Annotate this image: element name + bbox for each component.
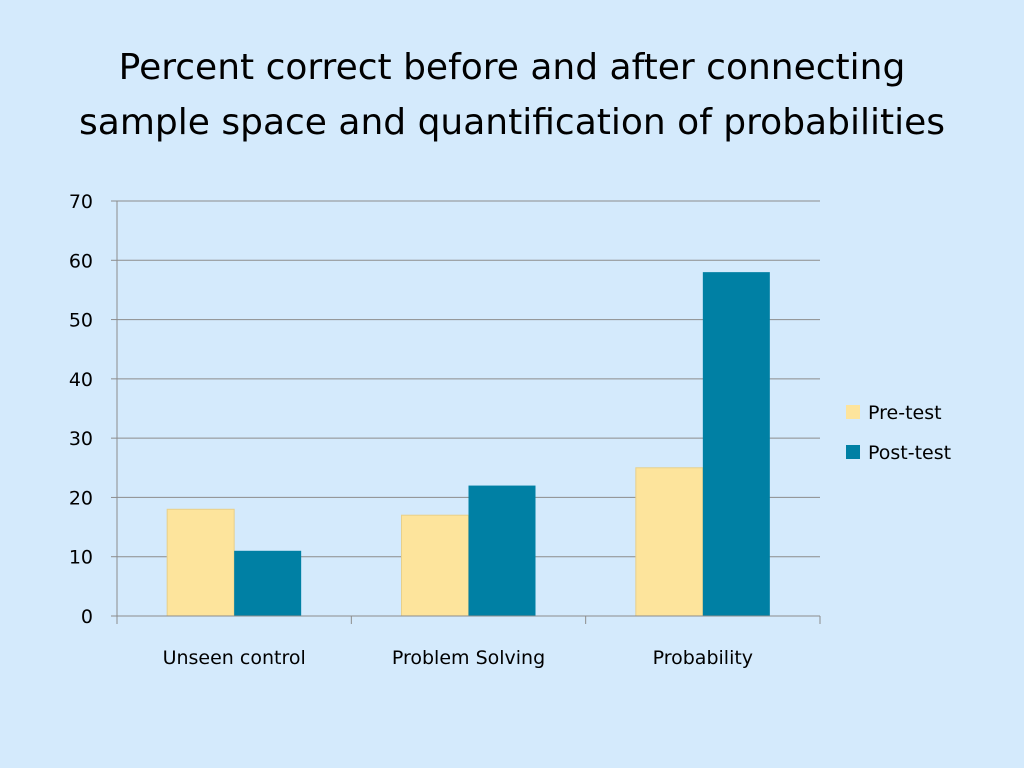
x-category-label: Problem Solving (392, 647, 545, 669)
legend-swatch (846, 445, 860, 459)
legend: Pre-test Post-test (846, 402, 951, 464)
y-tick-label: 60 (69, 250, 93, 272)
y-tick-label: 50 (69, 310, 93, 332)
y-tick-label: 40 (69, 369, 93, 391)
y-tick-label: 70 (69, 191, 93, 213)
slide-title-line-2: sample space and quantification of proba… (79, 102, 945, 143)
bar-post-test (702, 272, 770, 616)
legend-label: Pre-test (868, 402, 942, 424)
y-axis-tick-labels: 0 10 20 30 40 50 60 70 (69, 191, 93, 628)
slide-title: Percent correct before and after connect… (0, 40, 1024, 150)
legend-swatch (846, 405, 860, 419)
bar-pre-test (401, 514, 469, 617)
bar-post-test (468, 485, 536, 616)
bar-pre-test (635, 467, 704, 617)
y-tick-label: 20 (69, 487, 93, 509)
axes (116, 201, 821, 624)
x-axis-category-labels: Unseen control Problem Solving Probability (163, 647, 753, 669)
legend-label: Post-test (868, 442, 951, 464)
x-category-label: Probability (653, 647, 753, 669)
y-tick-label: 0 (81, 606, 93, 628)
bar-post-test (234, 550, 302, 616)
x-category-label: Unseen control (163, 647, 306, 669)
bar-pre-test (166, 508, 235, 617)
bars (166, 272, 770, 617)
y-tick-label: 10 (69, 547, 93, 569)
slide-title-line-1: Percent correct before and after connect… (118, 47, 906, 88)
y-tick-label: 30 (69, 428, 93, 450)
